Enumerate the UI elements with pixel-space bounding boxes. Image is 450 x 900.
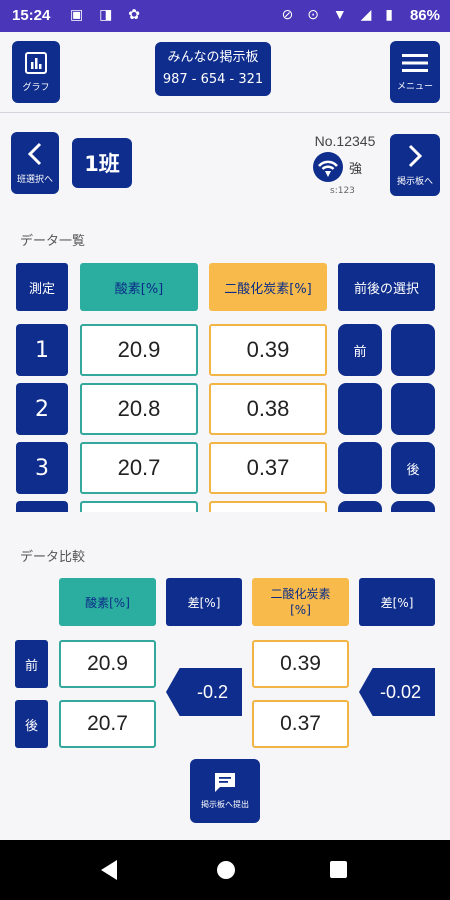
before-select-button[interactable] xyxy=(338,383,382,435)
system-status-icons: ⊘ ⊙ ▼ ◢ ▮ xyxy=(281,6,398,22)
before-label: 前 xyxy=(15,640,48,688)
message-icon xyxy=(215,773,235,792)
class-select-label: 班選択へ xyxy=(16,174,53,185)
measure-number: 3 xyxy=(16,442,68,494)
board-code: 987 - 654 - 321 xyxy=(162,72,264,87)
o2-value: 20.9 xyxy=(80,324,198,376)
co2-value xyxy=(209,501,327,512)
compare-o2-after: 20.7 xyxy=(59,700,156,748)
status-time: 15:24 xyxy=(12,7,51,24)
board-title: みんなの掲示板 987 - 654 - 321 xyxy=(155,42,271,96)
before-select-button[interactable] xyxy=(338,442,382,494)
class-name: 1班 xyxy=(72,138,132,188)
measure-header: 測定 xyxy=(16,263,68,311)
after-select-button[interactable] xyxy=(391,383,435,435)
measure-number xyxy=(16,501,68,512)
o2-diff-header: 差[%] xyxy=(166,578,242,626)
measure-number: 1 xyxy=(16,324,68,376)
signal-strength: 強 xyxy=(349,162,363,177)
co2-value: 0.38 xyxy=(209,383,327,435)
list-scroll-clip[interactable] xyxy=(0,501,450,512)
before-select-button[interactable] xyxy=(338,501,382,512)
header-divider xyxy=(0,112,450,113)
to-board-label: 掲示板へ xyxy=(396,176,433,187)
compare-co2-before: 0.39 xyxy=(252,640,349,688)
battery-level: 86% xyxy=(409,7,440,24)
submit-to-board-button[interactable]: 掲示板へ提出 xyxy=(190,759,260,823)
o2-diff-value: -0.2 xyxy=(166,668,242,716)
data-list-title: データ一覧 xyxy=(20,234,86,249)
co2-value: 0.37 xyxy=(209,442,327,494)
to-board-button[interactable]: 掲示板へ xyxy=(390,134,440,196)
before-select-button[interactable]: 前 xyxy=(338,324,382,376)
after-label: 後 xyxy=(15,700,48,748)
wifi-signal-icon xyxy=(313,152,343,182)
after-select-button[interactable]: 後 xyxy=(391,442,435,494)
o2-value: 20.8 xyxy=(80,383,198,435)
co2-diff-header: 差[%] xyxy=(359,578,435,626)
home-icon[interactable] xyxy=(217,861,235,879)
hamburger-menu-icon xyxy=(402,53,428,72)
co2-value: 0.39 xyxy=(209,324,327,376)
signal-value: s:123 xyxy=(330,186,355,196)
co2-diff-value: -0.02 xyxy=(359,668,435,716)
chevron-right-icon xyxy=(408,144,423,167)
graph-button[interactable]: グラフ xyxy=(12,41,60,103)
board-title-name: みんなの掲示板 xyxy=(167,50,259,65)
system-nav-bar xyxy=(0,840,450,900)
compare-co2-after: 0.37 xyxy=(252,700,349,748)
o2-header: 酸素[%] xyxy=(80,263,198,311)
select-header: 前後の選択 xyxy=(338,263,435,311)
o2-value xyxy=(80,501,198,512)
notification-icons: ▣ ◨ ✿ xyxy=(70,6,146,22)
class-select-button[interactable]: 班選択へ xyxy=(11,132,59,194)
menu-label: メニュー xyxy=(396,81,433,92)
back-icon[interactable] xyxy=(101,860,117,880)
device-serial: No.12345 xyxy=(314,133,376,149)
submit-label: 掲示板へ提出 xyxy=(201,800,249,809)
menu-button[interactable]: メニュー xyxy=(390,41,440,103)
status-bar: 15:24 ▣ ◨ ✿ ⊘ ⊙ ▼ ◢ ▮ 86% xyxy=(0,0,450,32)
recents-icon[interactable] xyxy=(330,861,347,878)
bar-chart-icon xyxy=(25,51,47,74)
o2-value: 20.7 xyxy=(80,442,198,494)
compare-o2-header: 酸素[%] xyxy=(59,578,156,626)
after-select-button[interactable] xyxy=(391,324,435,376)
co2-header: 二酸化炭素[%] xyxy=(209,263,327,311)
data-compare-title: データ比較 xyxy=(20,550,86,565)
after-select-button[interactable] xyxy=(391,501,435,512)
compare-o2-before: 20.9 xyxy=(59,640,156,688)
compare-co2-header: 二酸化炭素 [%] xyxy=(252,578,349,626)
measure-number: 2 xyxy=(16,383,68,435)
graph-label: グラフ xyxy=(22,82,50,93)
chevron-left-icon xyxy=(27,142,42,165)
